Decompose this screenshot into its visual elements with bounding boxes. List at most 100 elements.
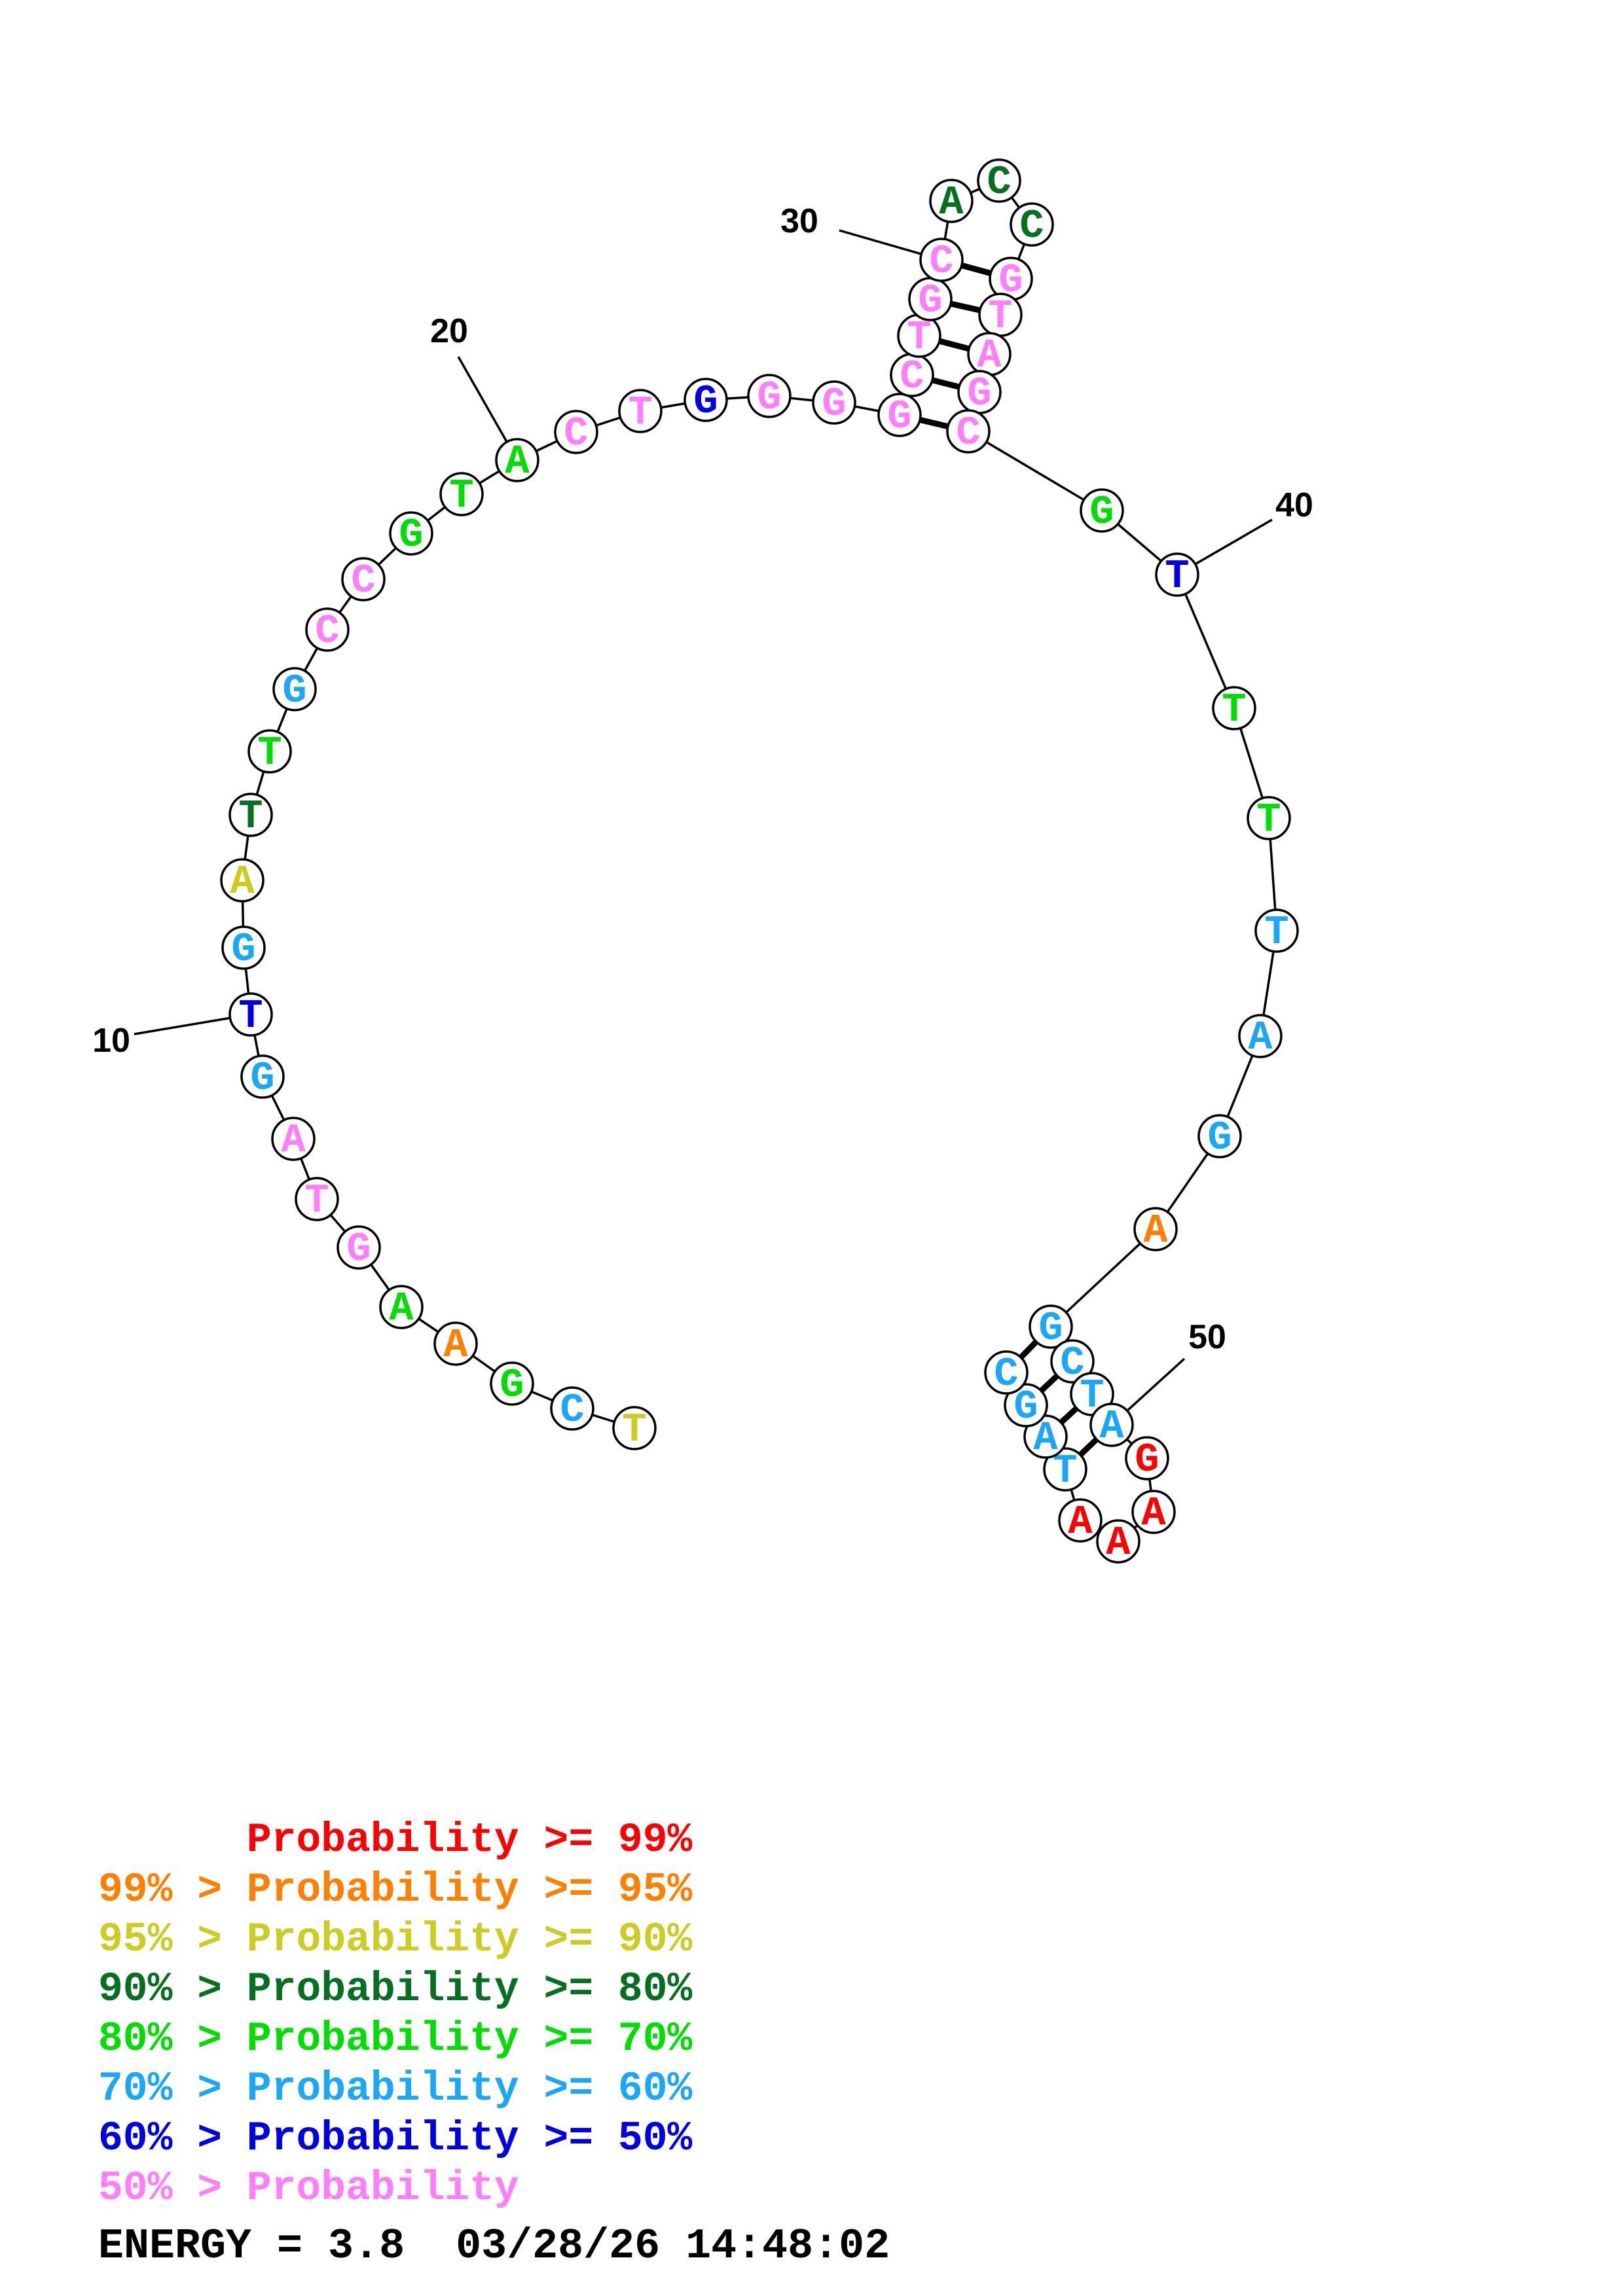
legend-line: 90% > Probability >= 80% — [98, 1966, 693, 2013]
nucleotide-circle — [495, 438, 539, 482]
nucleotide-circle — [1080, 488, 1124, 533]
nucleotide-circle — [439, 472, 484, 516]
legend-line: 99% > Probability >= 95% — [98, 1867, 693, 1913]
nucleotide-circle — [1238, 1014, 1283, 1058]
nucleotide-base: G — [1135, 1437, 1159, 1483]
nucleotide-base: T — [257, 730, 282, 776]
nucleotide-circle — [550, 1386, 594, 1431]
nucleotide-circle — [554, 410, 598, 454]
nucleotide-base: C — [900, 353, 924, 400]
nucleotide-base: G — [1089, 489, 1114, 535]
nucleotide-circle — [1247, 796, 1291, 840]
nucleotide-circle — [1029, 1304, 1073, 1349]
backbone-bond — [1176, 574, 1235, 709]
nucleotide-circle — [812, 380, 856, 425]
nucleotide-base: G — [967, 370, 991, 417]
nucleotide-base: T — [1053, 1448, 1077, 1494]
nucleotide-base: C — [929, 238, 953, 285]
nucleotide-circle — [877, 393, 922, 437]
nucleotide-circle — [747, 374, 792, 418]
nucleotide-base: A — [389, 1285, 414, 1332]
legend-line: 50% > Probability — [98, 2165, 519, 2212]
nucleotide-circle — [228, 793, 273, 837]
nucleotide-base: G — [1207, 1115, 1231, 1161]
nucleotide-circle — [984, 1350, 1029, 1395]
nucleotide-circle — [1254, 908, 1299, 953]
nucleotide-circle — [1131, 1490, 1176, 1534]
nucleotide-base: G — [822, 381, 846, 427]
nucleotide-circle — [389, 511, 433, 556]
nucleotide-circle — [1043, 1447, 1087, 1492]
nucleotide-base: T — [907, 314, 931, 361]
nucleotide-base: G — [282, 668, 306, 714]
legend-line: Probability >= 99% — [98, 1817, 693, 1863]
backbone-bond — [1049, 1228, 1157, 1328]
nucleotide-base: G — [1013, 1384, 1038, 1430]
nucleotide-base: G — [500, 1362, 524, 1408]
energy-footer: ENERGY = 3.8 03/28/26 14:48:02 — [98, 2222, 890, 2270]
nucleotide-circle — [1212, 686, 1256, 730]
backbone-bond — [968, 430, 1103, 512]
nucleotide-circle — [247, 729, 292, 774]
nucleotide-base: A — [1099, 1403, 1124, 1450]
nucleotide-base: T — [622, 1407, 646, 1453]
nucleotide-circle — [305, 607, 350, 652]
nucleotide-base: T — [1222, 687, 1246, 733]
nucleotide-base: C — [956, 410, 980, 456]
nucleotide-base: T — [1256, 797, 1281, 843]
nucleotide-circle — [977, 158, 1021, 203]
legend: Probability >= 99% 99% > Probability >= 9… — [98, 1816, 692, 2214]
nucleotide-base: A — [505, 439, 530, 485]
nucleotide-base: C — [994, 1351, 1018, 1397]
nucleotide-circle — [929, 179, 974, 223]
nucleotide-base: A — [443, 1322, 468, 1369]
nucleotide-circle — [1197, 1114, 1242, 1158]
position-label: 10 — [92, 1022, 130, 1060]
nucleotide-base: A — [281, 1117, 306, 1164]
legend-line: 60% > Probability >= 50% — [98, 2115, 693, 2162]
nucleotide-circle — [272, 667, 317, 711]
nucleotide-base: T — [628, 389, 652, 436]
nucleotide-circle — [1089, 1403, 1134, 1447]
nucleotide-base: G — [346, 1226, 371, 1272]
nucleotide-circle — [618, 389, 663, 433]
nucleotide-base: C — [351, 558, 375, 604]
nucleotide-circle — [379, 1285, 424, 1329]
position-label: 30 — [780, 202, 818, 240]
nucleotide-base: C — [1019, 203, 1044, 249]
nucleotide-base: G — [887, 393, 911, 440]
nucleotide-circle — [220, 858, 264, 903]
nucleotide-circle — [295, 1177, 339, 1221]
nucleotide-circle — [1125, 1436, 1169, 1480]
nucleotide-circle — [1058, 1498, 1103, 1543]
nucleotide-circle — [221, 925, 266, 970]
nucleotide-circle — [919, 238, 964, 282]
nucleotide-circle — [1050, 1339, 1095, 1384]
nucleotide-circle — [684, 378, 728, 422]
nucleotide-circle — [337, 1225, 381, 1270]
nucleotide-base: T — [238, 793, 263, 840]
nucleotide-circle — [1010, 202, 1054, 247]
legend-line: 95% > Probability >= 90% — [98, 1916, 693, 1963]
nucleotide-base: G — [693, 378, 718, 425]
nucleotide-base: T — [304, 1177, 329, 1224]
nucleotide-circle — [1023, 1414, 1068, 1459]
nucleotide-circle — [1004, 1383, 1048, 1427]
nucleotide-circle — [240, 1054, 285, 1099]
nucleotide-circle — [1133, 1207, 1178, 1251]
nucleotide-base: C — [560, 1387, 584, 1433]
nucleotide-base: C — [564, 410, 588, 457]
nucleotide-base: T — [238, 993, 263, 1039]
nucleotide-base: A — [1143, 1208, 1168, 1254]
nucleotide-base: A — [230, 859, 255, 905]
nucleotide-circle — [228, 992, 273, 1037]
nucleotide-base: G — [399, 512, 423, 558]
nucleotide-circle — [490, 1361, 534, 1406]
position-label: 40 — [1275, 486, 1313, 524]
nucleotide-circle — [341, 557, 386, 601]
nucleotide-base: C — [315, 608, 339, 655]
nucleotide-base: C — [987, 159, 1011, 206]
nucleotide-base: A — [939, 179, 964, 226]
